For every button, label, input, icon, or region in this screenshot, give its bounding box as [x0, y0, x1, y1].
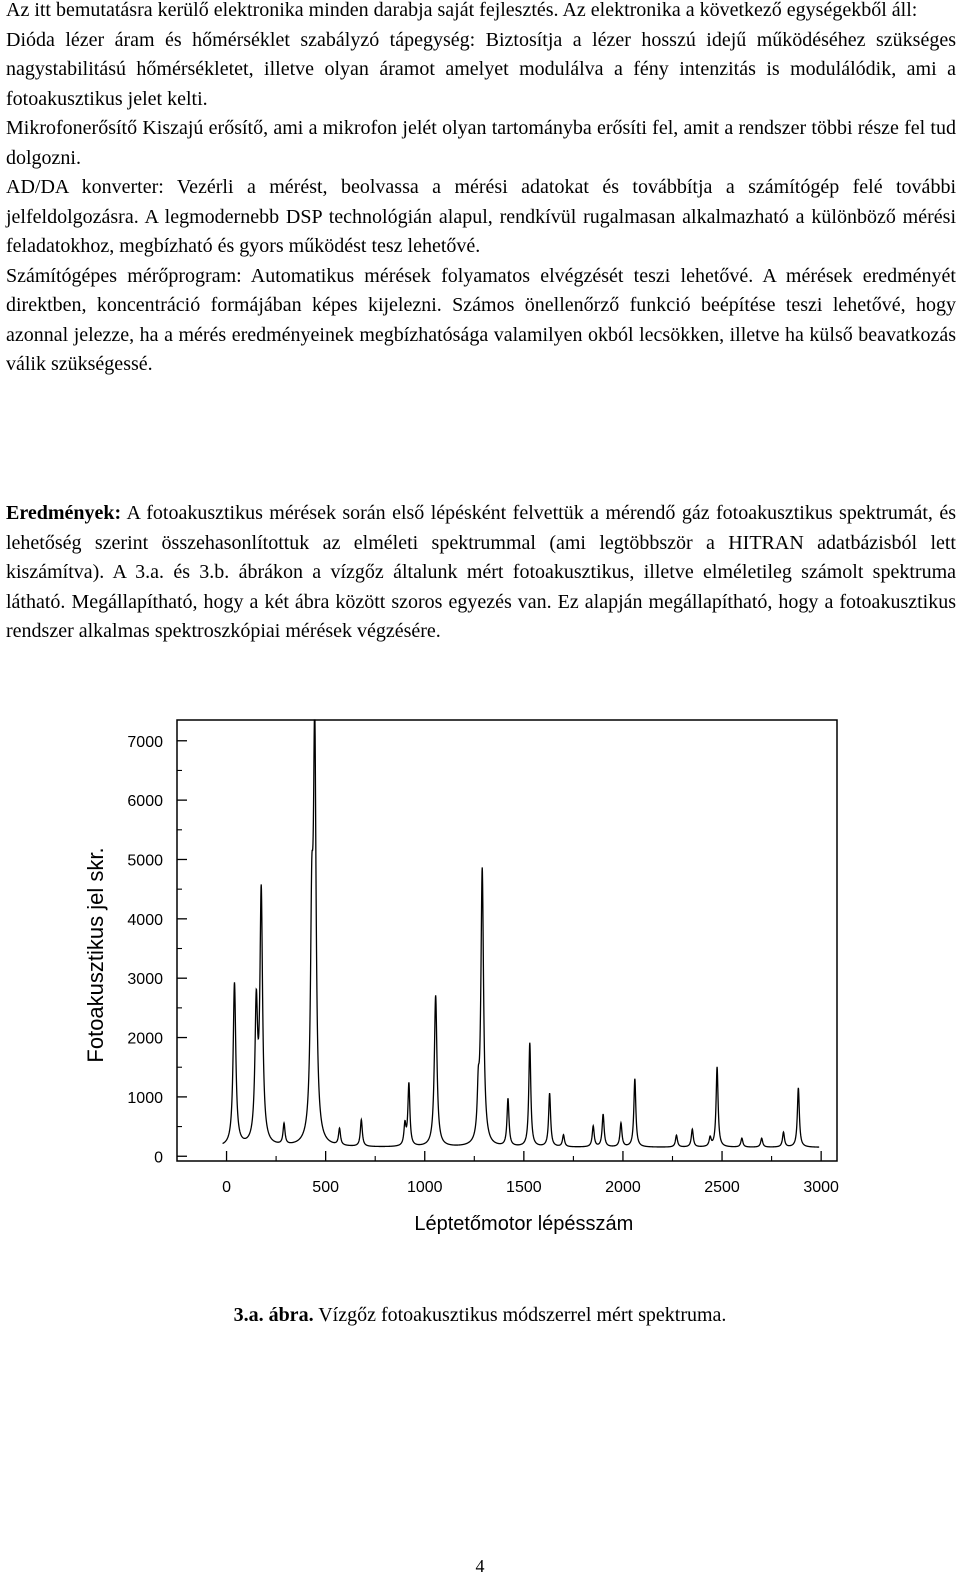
- x-tick-label: 1000: [407, 1179, 443, 1196]
- y-tick-label: 3000: [127, 971, 163, 988]
- x-tick-label: 2500: [704, 1179, 740, 1196]
- x-tick-label: 0: [222, 1179, 231, 1196]
- paragraph-intro: Az itt bemutatásra kerülő elektronika mi…: [6, 0, 918, 21]
- x-axis-label: Léptetőmotor lépésszám: [414, 1213, 633, 1235]
- paragraph-microphone-amplifier: Mikrofonerősítő Kiszajú erősítő, ami a m…: [6, 117, 956, 169]
- figure-caption-label: 3.a. ábra.: [233, 1304, 314, 1326]
- x-axis: 0 500 1000 1500 2000 2500 3000: [222, 1151, 839, 1196]
- x-tick-label: 500: [312, 1179, 339, 1196]
- results-heading: Eredmények:: [6, 502, 122, 524]
- plot-frame: [176, 719, 838, 1162]
- y-tick-label: 6000: [127, 793, 163, 810]
- figure-caption: 3.a. ábra. Vízgőz fotoakusztikus módszer…: [0, 1304, 960, 1327]
- paragraph-measurement-software: Számítógépes mérőprogram: Automatikus mé…: [6, 264, 956, 376]
- x-tick-label: 3000: [803, 1179, 839, 1196]
- y-axis: 0 1000 2000 3000 4000 5000 6000 7000: [127, 734, 187, 1166]
- y-tick-label: 0: [154, 1149, 163, 1166]
- y-tick-label: 5000: [127, 852, 163, 869]
- y-tick-label: 1000: [127, 1090, 163, 1107]
- paragraph-laser-power-supply: Dióda lézer áram és hőmérséklet szabályz…: [6, 28, 956, 110]
- paragraph-ad-da-converter: AD/DA konverter: Vezérli a mérést, beolv…: [6, 176, 956, 257]
- results-section: Eredmények: A fotoakusztikus mérések sor…: [6, 499, 956, 647]
- y-tick-label: 7000: [127, 734, 163, 751]
- results-text: A fotoakusztikus mérések során első lépé…: [6, 502, 956, 642]
- y-tick-label: 4000: [127, 912, 163, 929]
- spectrum-chart: 0 1000 2000 3000 4000 5000 6000 7000 0 500 1000 15…: [83, 719, 839, 1235]
- page-number: 4: [475, 1556, 485, 1576]
- x-tick-label: 2000: [605, 1179, 641, 1196]
- y-axis-label: Fotoakusztikus jel skr.: [83, 847, 108, 1062]
- y-tick-label: 2000: [127, 1031, 163, 1048]
- electronics-description: Az itt bemutatásra kerülő elektronika mi…: [6, 0, 956, 380]
- x-tick-label: 1500: [506, 1179, 542, 1196]
- figure-caption-text: Vízgőz fotoakusztikus módszerrel mért sp…: [313, 1304, 727, 1326]
- paragraph-results: Eredmények: A fotoakusztikus mérések sor…: [6, 499, 956, 647]
- spectrum-line: [222, 719, 820, 1148]
